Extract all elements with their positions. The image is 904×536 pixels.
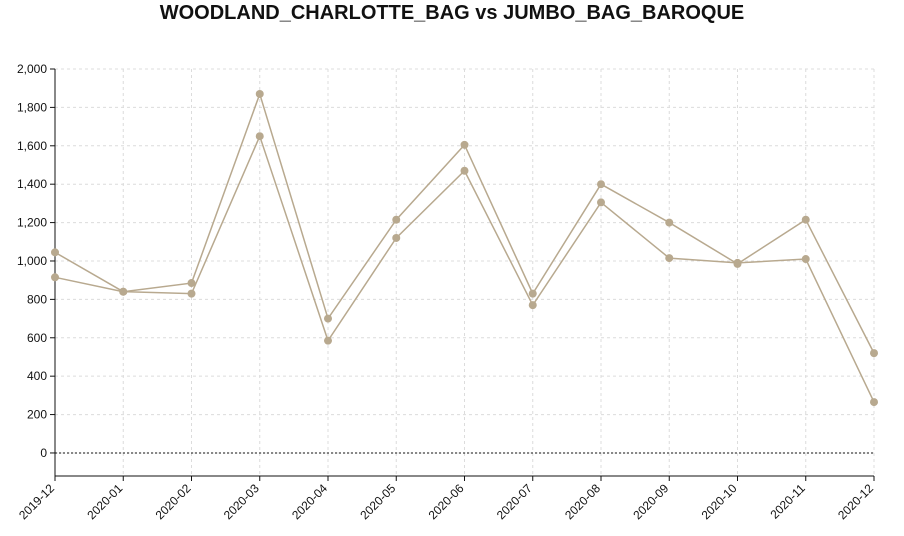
x-tick-label: 2020-07 <box>494 481 535 522</box>
data-point <box>51 248 59 257</box>
data-point <box>665 218 674 227</box>
data-point <box>392 215 401 224</box>
data-point <box>528 289 537 298</box>
data-point <box>597 198 605 207</box>
data-point <box>870 398 878 407</box>
y-tick-label: 2,000 <box>17 62 47 76</box>
series-layer <box>51 89 878 407</box>
x-tick-label: 2020-06 <box>426 481 467 522</box>
x-tick-label: 2020-02 <box>153 481 194 522</box>
x-tick-label: 2020-05 <box>357 481 398 522</box>
x-tick-label: 2020-11 <box>767 481 808 522</box>
data-point <box>733 258 742 267</box>
data-point <box>460 140 469 149</box>
data-point <box>870 349 878 358</box>
x-tick-label: 2020-08 <box>562 481 603 522</box>
y-tick-label: 0 <box>40 446 47 460</box>
x-tick-label: 2020-04 <box>289 481 330 522</box>
y-tick-label: 600 <box>27 331 47 345</box>
x-tick-label: 2020-09 <box>630 481 671 522</box>
y-tick-label: 1,200 <box>17 216 47 230</box>
x-tick-label: 2020-12 <box>835 481 876 522</box>
chart-title: WOODLAND_CHARLOTTE_BAG vs JUMBO_BAG_BARO… <box>159 2 745 24</box>
data-point <box>460 166 469 175</box>
y-tick-label: 1,600 <box>17 139 47 153</box>
y-tick-label: 400 <box>27 369 47 383</box>
data-point <box>801 255 810 264</box>
data-point <box>324 336 332 345</box>
grid-layer <box>54 68 875 476</box>
data-point <box>119 287 128 296</box>
data-point <box>324 314 332 323</box>
data-point <box>801 215 810 224</box>
x-tick-label: 2020-03 <box>221 481 262 522</box>
y-tick-label: 1,400 <box>17 177 47 191</box>
data-point <box>187 289 196 298</box>
data-point <box>255 132 264 141</box>
y-tick-label: 1,800 <box>17 100 47 114</box>
data-point <box>665 254 674 263</box>
data-point <box>597 180 605 189</box>
x-tick-label: 2020-01 <box>84 481 125 522</box>
data-point <box>528 301 537 310</box>
y-tick-label: 200 <box>27 408 47 422</box>
data-point <box>51 273 59 282</box>
x-tick-label: 2020-10 <box>699 481 740 522</box>
data-point <box>255 89 264 98</box>
x-tick-label: 2019-12 <box>16 481 57 522</box>
data-point <box>392 233 401 242</box>
y-tick-label: 800 <box>27 292 47 306</box>
data-point <box>187 279 196 288</box>
series-line-1 <box>54 91 875 354</box>
y-tick-label: 1,000 <box>17 254 47 268</box>
